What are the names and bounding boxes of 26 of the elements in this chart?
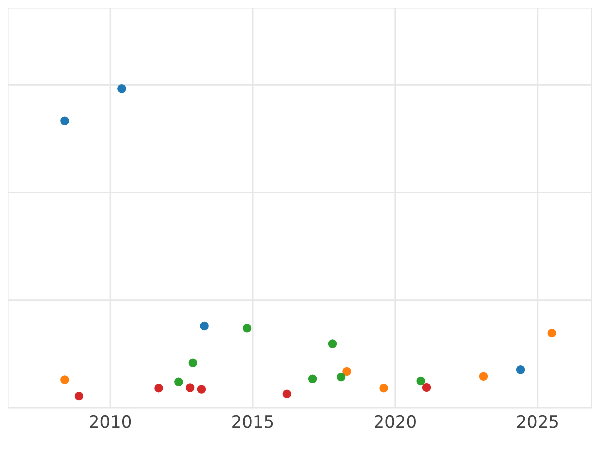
point <box>308 374 318 384</box>
x-tick-label: 2020 <box>374 413 418 434</box>
point <box>154 384 164 393</box>
point <box>74 392 84 401</box>
point <box>188 358 198 368</box>
point <box>416 376 426 386</box>
point <box>328 340 338 348</box>
point <box>118 84 126 94</box>
point <box>174 378 184 387</box>
point <box>548 328 556 338</box>
point <box>200 322 209 331</box>
x-tick-label: 2015 <box>231 413 275 434</box>
point <box>197 385 206 394</box>
x-tick-label: 2025 <box>516 413 560 434</box>
point <box>242 324 252 333</box>
point <box>60 376 70 384</box>
point <box>422 383 432 392</box>
point <box>186 384 195 392</box>
point <box>336 372 346 382</box>
point <box>282 390 292 399</box>
point <box>342 367 352 376</box>
point <box>60 116 70 126</box>
point <box>479 372 488 381</box>
x-tick-label: 2010 <box>88 413 132 434</box>
point <box>516 366 526 374</box>
point <box>380 384 388 393</box>
